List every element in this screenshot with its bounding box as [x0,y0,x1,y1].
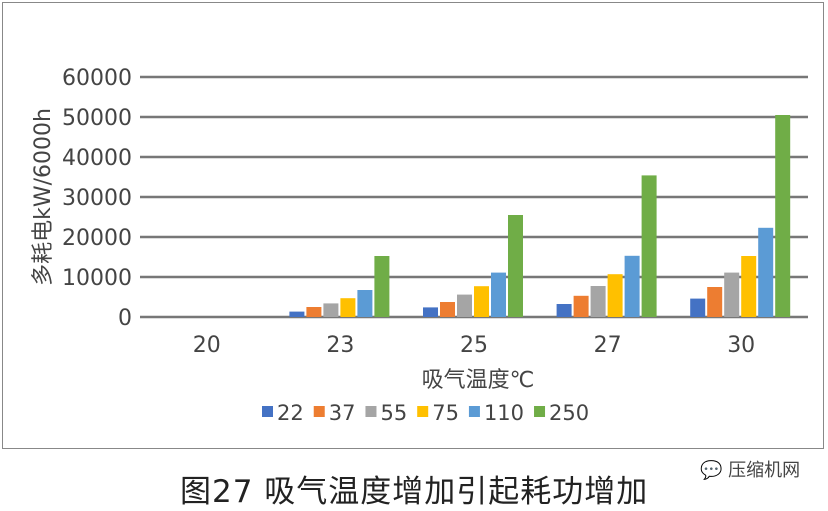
legend-label: 37 [329,401,356,425]
bar-75-27 [607,274,623,317]
bar-55-23 [323,303,339,317]
bar-37-25 [440,302,455,317]
bar-55-25 [457,294,472,317]
legend-swatch [313,406,325,417]
legend-swatch [365,406,377,417]
bar-22-25 [423,307,438,317]
bar-75-25 [474,286,489,317]
bar-55-30 [724,272,740,317]
x-tick-label: 27 [594,333,622,358]
bar-22-27 [556,304,572,317]
legend-label: 250 [549,401,589,425]
bar-110-23 [357,290,373,317]
bar-110-25 [491,272,506,317]
bar-110-27 [624,255,640,317]
y-tick-label: 20000 [62,226,132,251]
bar-37-27 [573,295,589,317]
legend-swatch [468,406,480,417]
bar-250-23 [374,256,390,317]
wechat-icon: 💬 [700,460,723,481]
chart-frame [2,2,824,449]
watermark-text: 压缩机网 [728,460,801,481]
watermark: 💬 压缩机网 [700,456,800,482]
legend-swatch [262,406,273,417]
bar-250-25 [508,215,523,317]
x-tick-label: 20 [193,333,221,358]
bar-75-23 [340,298,356,317]
legend-label: 22 [277,401,304,425]
y-tick-label: 10000 [62,266,132,291]
y-tick-label: 30000 [62,186,132,211]
legend-swatch [417,406,429,417]
x-tick-label: 30 [727,333,755,358]
legend-label: 110 [484,401,524,425]
bar-37-30 [707,287,723,317]
legend-swatch [534,406,546,417]
y-tick-label: 50000 [62,106,132,131]
bar-250-30 [775,115,791,317]
bar-55-27 [590,286,606,317]
legend-label: 55 [380,401,407,425]
bar-22-30 [690,298,706,317]
x-tick-label: 23 [326,333,354,358]
bar-110-30 [758,227,774,317]
y-tick-label: 40000 [62,146,132,171]
bar-75-30 [741,256,757,317]
bar-37-23 [306,307,322,317]
x-axis-label: 吸气温度℃ [422,368,535,393]
y-axis-label: 多耗电kW/6000h [31,108,56,286]
x-tick-label: 25 [460,333,488,358]
legend-label: 75 [432,401,459,425]
bar-250-27 [641,175,657,317]
bar-22-23 [289,311,305,317]
y-tick-label: 0 [118,306,132,331]
figure-caption: 图27 吸气温度增加引起耗功增加 [180,474,649,510]
y-tick-label: 60000 [62,66,132,91]
